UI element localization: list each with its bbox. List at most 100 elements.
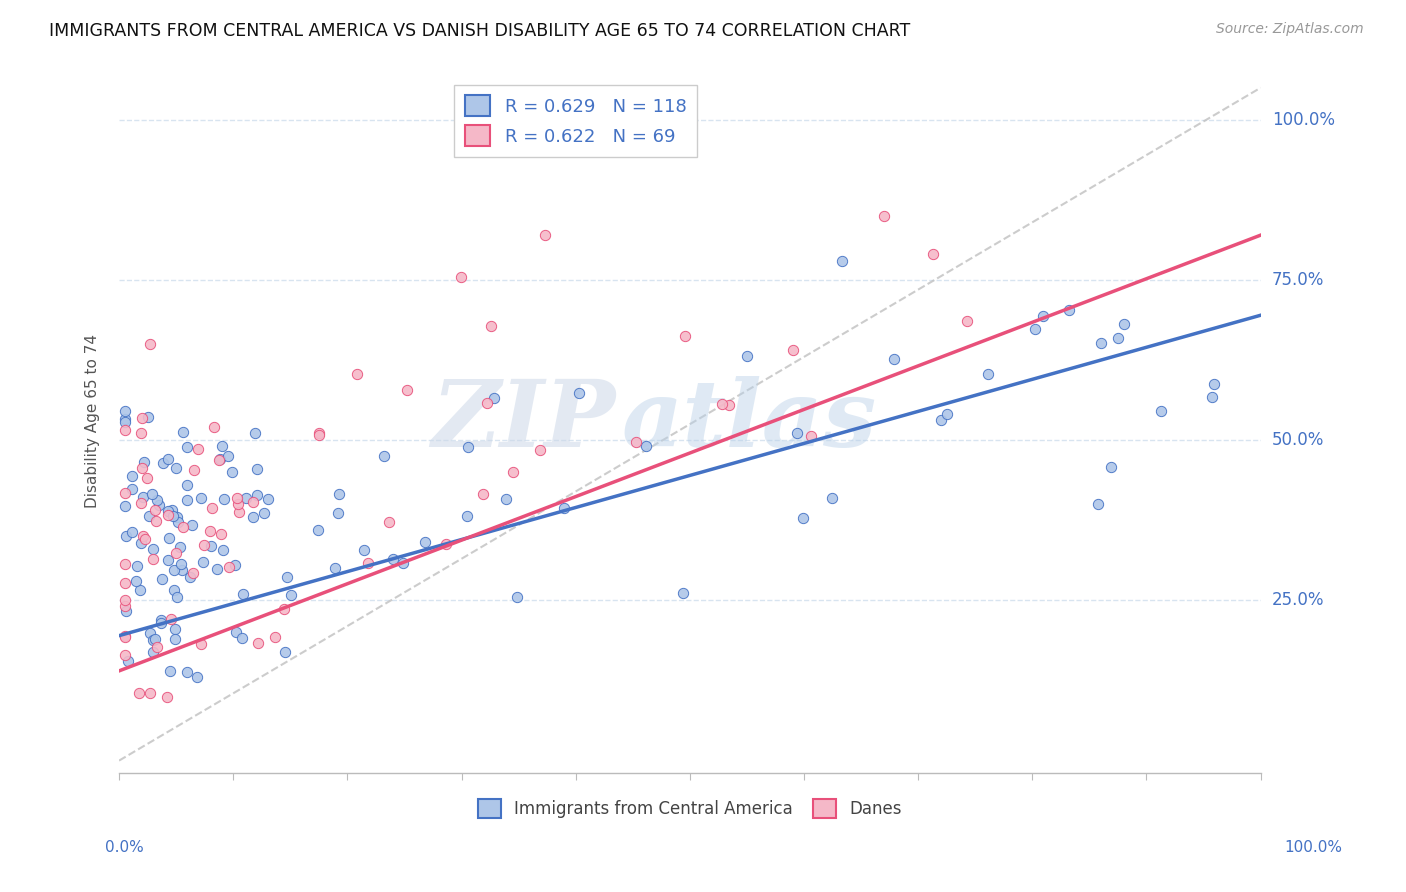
Point	[307, 523, 329, 537]
Point	[434, 537, 457, 551]
Point	[150, 572, 173, 586]
Point	[235, 491, 257, 505]
Point	[253, 506, 276, 520]
Point	[176, 665, 198, 679]
Point	[1150, 404, 1173, 418]
Point	[115, 529, 138, 543]
Point	[256, 491, 278, 506]
Point	[357, 556, 380, 570]
Point	[217, 449, 239, 463]
Point	[472, 486, 495, 500]
Point	[247, 635, 270, 649]
Point	[114, 648, 136, 663]
Point	[157, 531, 180, 545]
Point	[156, 552, 179, 566]
Text: ZIP: ZIP	[432, 376, 616, 466]
Point	[129, 582, 152, 597]
Point	[936, 408, 959, 422]
Point	[634, 439, 657, 453]
Point	[132, 529, 155, 543]
Point	[143, 632, 166, 647]
Point	[165, 461, 187, 475]
Point	[134, 532, 156, 546]
Point	[929, 413, 952, 427]
Point	[450, 270, 472, 285]
Point	[568, 385, 591, 400]
Point	[114, 485, 136, 500]
Point	[190, 491, 212, 506]
Point	[308, 428, 330, 442]
Point	[115, 604, 138, 618]
Point	[479, 319, 502, 334]
Point	[346, 367, 368, 381]
Point	[141, 486, 163, 500]
Point	[207, 453, 229, 467]
Point	[831, 253, 853, 268]
Point	[114, 599, 136, 613]
Point	[176, 440, 198, 454]
Point	[114, 404, 136, 418]
Point	[148, 498, 170, 512]
Point	[956, 314, 979, 328]
Point	[165, 546, 187, 560]
Point	[1099, 460, 1122, 475]
Point	[553, 501, 575, 516]
Point	[392, 556, 415, 570]
Point	[179, 570, 201, 584]
Point	[181, 566, 204, 581]
Point	[228, 505, 250, 519]
Point	[142, 552, 165, 566]
Point	[156, 690, 179, 704]
Point	[325, 561, 347, 575]
Point	[1024, 322, 1046, 336]
Point	[209, 526, 232, 541]
Text: 75.0%: 75.0%	[1272, 271, 1324, 289]
Point	[786, 426, 808, 441]
Point	[176, 477, 198, 491]
Point	[413, 535, 436, 549]
Point	[132, 455, 155, 469]
Point	[191, 554, 214, 568]
Point	[149, 613, 172, 627]
Point	[136, 410, 159, 425]
Text: 0.0%: 0.0%	[105, 840, 145, 855]
Point	[326, 506, 349, 520]
Point	[129, 536, 152, 550]
Point	[456, 508, 478, 523]
Point	[131, 460, 153, 475]
Point	[245, 462, 267, 476]
Point	[143, 503, 166, 517]
Point	[127, 558, 149, 573]
Point	[169, 540, 191, 554]
Point	[139, 686, 162, 700]
Point	[373, 449, 395, 463]
Point	[136, 471, 159, 485]
Point	[624, 435, 647, 450]
Point	[186, 670, 208, 684]
Text: IMMIGRANTS FROM CENTRAL AMERICA VS DANISH DISABILITY AGE 65 TO 74 CORRELATION CH: IMMIGRANTS FROM CENTRAL AMERICA VS DANIS…	[49, 22, 911, 40]
Point	[226, 491, 249, 505]
Point	[198, 524, 221, 539]
Point	[533, 227, 555, 242]
Point	[132, 491, 155, 505]
Point	[131, 495, 153, 509]
Point	[156, 452, 179, 467]
Point	[156, 508, 179, 522]
Point	[166, 591, 188, 605]
Text: 25.0%: 25.0%	[1272, 591, 1324, 609]
Point	[139, 626, 162, 640]
Y-axis label: Disability Age 65 to 74: Disability Age 65 to 74	[86, 334, 100, 508]
Point	[114, 629, 136, 643]
Point	[263, 630, 285, 644]
Point	[121, 468, 143, 483]
Point	[114, 423, 136, 437]
Point	[280, 588, 302, 602]
Point	[395, 384, 418, 398]
Point	[377, 515, 399, 529]
Point	[457, 440, 479, 454]
Point	[160, 612, 183, 626]
Point	[274, 645, 297, 659]
Point	[1059, 302, 1081, 317]
Point	[165, 632, 187, 646]
Point	[212, 543, 235, 558]
